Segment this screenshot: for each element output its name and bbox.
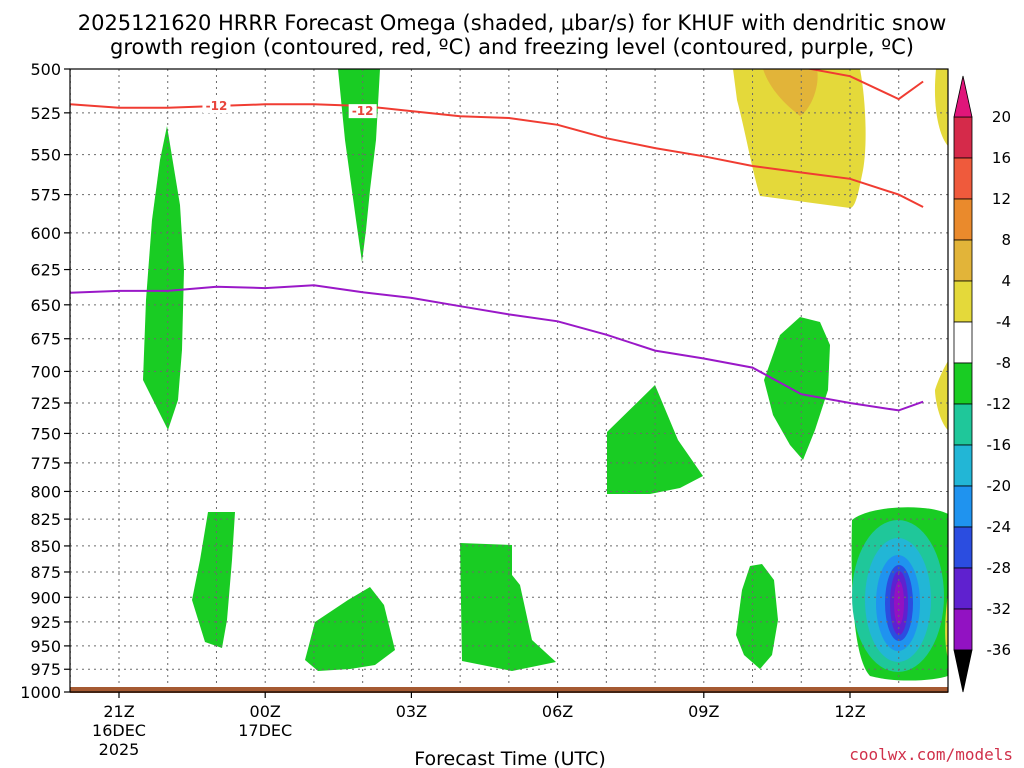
contour-lines: -12 -12 [70, 69, 924, 412]
colorbar-label: -4 [996, 313, 1011, 331]
colorbar-top-arrow [953, 75, 973, 118]
colorbar-swatch [953, 116, 973, 159]
contour-line [70, 103, 924, 208]
colorbar-swatch [953, 567, 973, 610]
colorbar-swatch [953, 198, 973, 241]
omega-region [305, 587, 395, 671]
omega-region [607, 385, 703, 494]
y-tick-label: 600 [30, 224, 61, 243]
omega-region [460, 543, 556, 671]
omega-region [935, 361, 948, 431]
colorbar-label: -36 [987, 641, 1012, 659]
x-tick-year: 2025 [99, 740, 140, 759]
x-tick-label: 21Z [103, 702, 134, 721]
y-axis: 500 525 550 575 600 625 650 675 700 725 750 775 800 8… [20, 60, 70, 702]
y-tick-label: 700 [30, 362, 61, 381]
colorbar-label: -20 [987, 477, 1012, 495]
colorbar-swatch [953, 157, 973, 200]
y-tick-label: 650 [30, 296, 61, 315]
chart-title-line-2: growth region (contoured, red, ºC) and f… [110, 35, 914, 59]
y-tick-label: 1000 [20, 683, 61, 702]
colorbar-label: -28 [987, 559, 1012, 577]
x-tick-label: 12Z [834, 702, 865, 721]
x-tick-date: 17DEC [238, 721, 292, 740]
colorbar-swatch [953, 444, 973, 487]
omega-region [736, 564, 778, 669]
colorbar-label: -24 [987, 518, 1012, 536]
colorbar-label: -8 [996, 354, 1011, 372]
colorbar-label: -16 [987, 436, 1012, 454]
y-tick-label: 675 [30, 330, 61, 349]
y-tick-label: 800 [30, 482, 61, 501]
colorbar-swatch [953, 239, 973, 282]
y-tick-label: 975 [30, 660, 61, 679]
contour-line [805, 69, 924, 101]
colorbar-swatch [953, 403, 973, 446]
colorbar: 20 16 12 8 4 -4 -8 -12 -16 -20 -24 -28 -32 -36 [953, 75, 1012, 693]
y-tick-label: 850 [30, 537, 61, 556]
x-tick-label: 00Z [250, 702, 281, 721]
colorbar-swatch [953, 321, 973, 364]
y-tick-label: 725 [30, 394, 61, 413]
contour-label: -12 [352, 104, 374, 118]
omega-region [763, 69, 818, 116]
omega-region [934, 69, 948, 146]
colorbar-label: 4 [1001, 272, 1011, 290]
x-axis-title: Forecast Time (UTC) [414, 748, 605, 768]
y-tick-label: 950 [30, 637, 61, 656]
colorbar-label: 16 [992, 149, 1011, 167]
y-tick-label: 825 [30, 510, 61, 529]
y-tick-label: 900 [30, 588, 61, 607]
y-tick-label: 925 [30, 613, 61, 632]
colorbar-label: -32 [987, 600, 1012, 618]
plot-frame [69, 68, 949, 693]
colorbar-label: 8 [1001, 231, 1011, 249]
ground-surface [70, 687, 948, 693]
x-tick-date: 16DEC [92, 721, 146, 740]
x-tick-label: 06Z [542, 702, 573, 721]
y-tick-label: 625 [30, 261, 61, 280]
y-tick-label: 500 [30, 60, 61, 79]
contour-label: -12 [206, 99, 228, 113]
colorbar-bottom-arrow [953, 649, 973, 693]
omega-region [945, 594, 948, 659]
colorbar-swatch [953, 526, 973, 569]
omega-region [764, 317, 830, 460]
chart-title-line-1: 2025121620 HRRR Forecast Omega (shaded, … [78, 11, 947, 35]
colorbar-label: 12 [992, 190, 1011, 208]
y-tick-label: 575 [30, 186, 61, 205]
y-tick-label: 550 [30, 146, 61, 165]
contour-label-bg [202, 98, 231, 113]
omega-region [143, 126, 184, 430]
colorbar-label: -12 [987, 395, 1012, 413]
x-tick-label: 09Z [688, 702, 719, 721]
contour-label-bg [348, 104, 377, 119]
colorbar-swatch [953, 608, 973, 651]
colorbar-swatch [953, 485, 973, 528]
y-tick-label: 775 [30, 454, 61, 473]
credit-text: coolwx.com/models [849, 745, 1013, 764]
y-tick-label: 750 [30, 424, 61, 443]
x-tick-label: 03Z [396, 702, 427, 721]
y-tick-label: 525 [30, 104, 61, 123]
colorbar-swatch [953, 280, 973, 323]
colorbar-label: 20 [992, 108, 1011, 126]
omega-region [733, 69, 866, 208]
y-tick-label: 875 [30, 563, 61, 582]
colorbar-swatch [953, 362, 973, 405]
contour-line [70, 284, 924, 412]
